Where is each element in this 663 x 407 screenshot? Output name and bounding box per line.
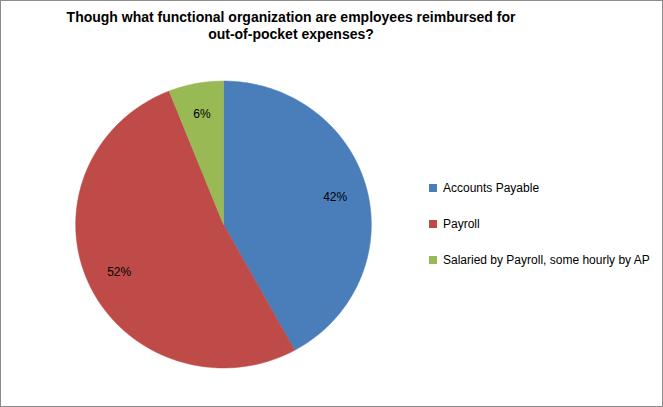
svg-text:6%: 6% [193,107,211,121]
html-text:Accounts Payable: Accounts Payable [443,181,540,195]
svg-text:42%: 42% [323,190,347,204]
html-text:Salaried by Payroll, some hour: Salaried by Payroll, some hourly by AP [443,253,650,267]
svg-text:52%: 52% [107,265,131,279]
html-text:Though what functional organiz: Though what functional organization are … [66,9,516,42]
html-text:Payroll: Payroll [443,217,480,231]
